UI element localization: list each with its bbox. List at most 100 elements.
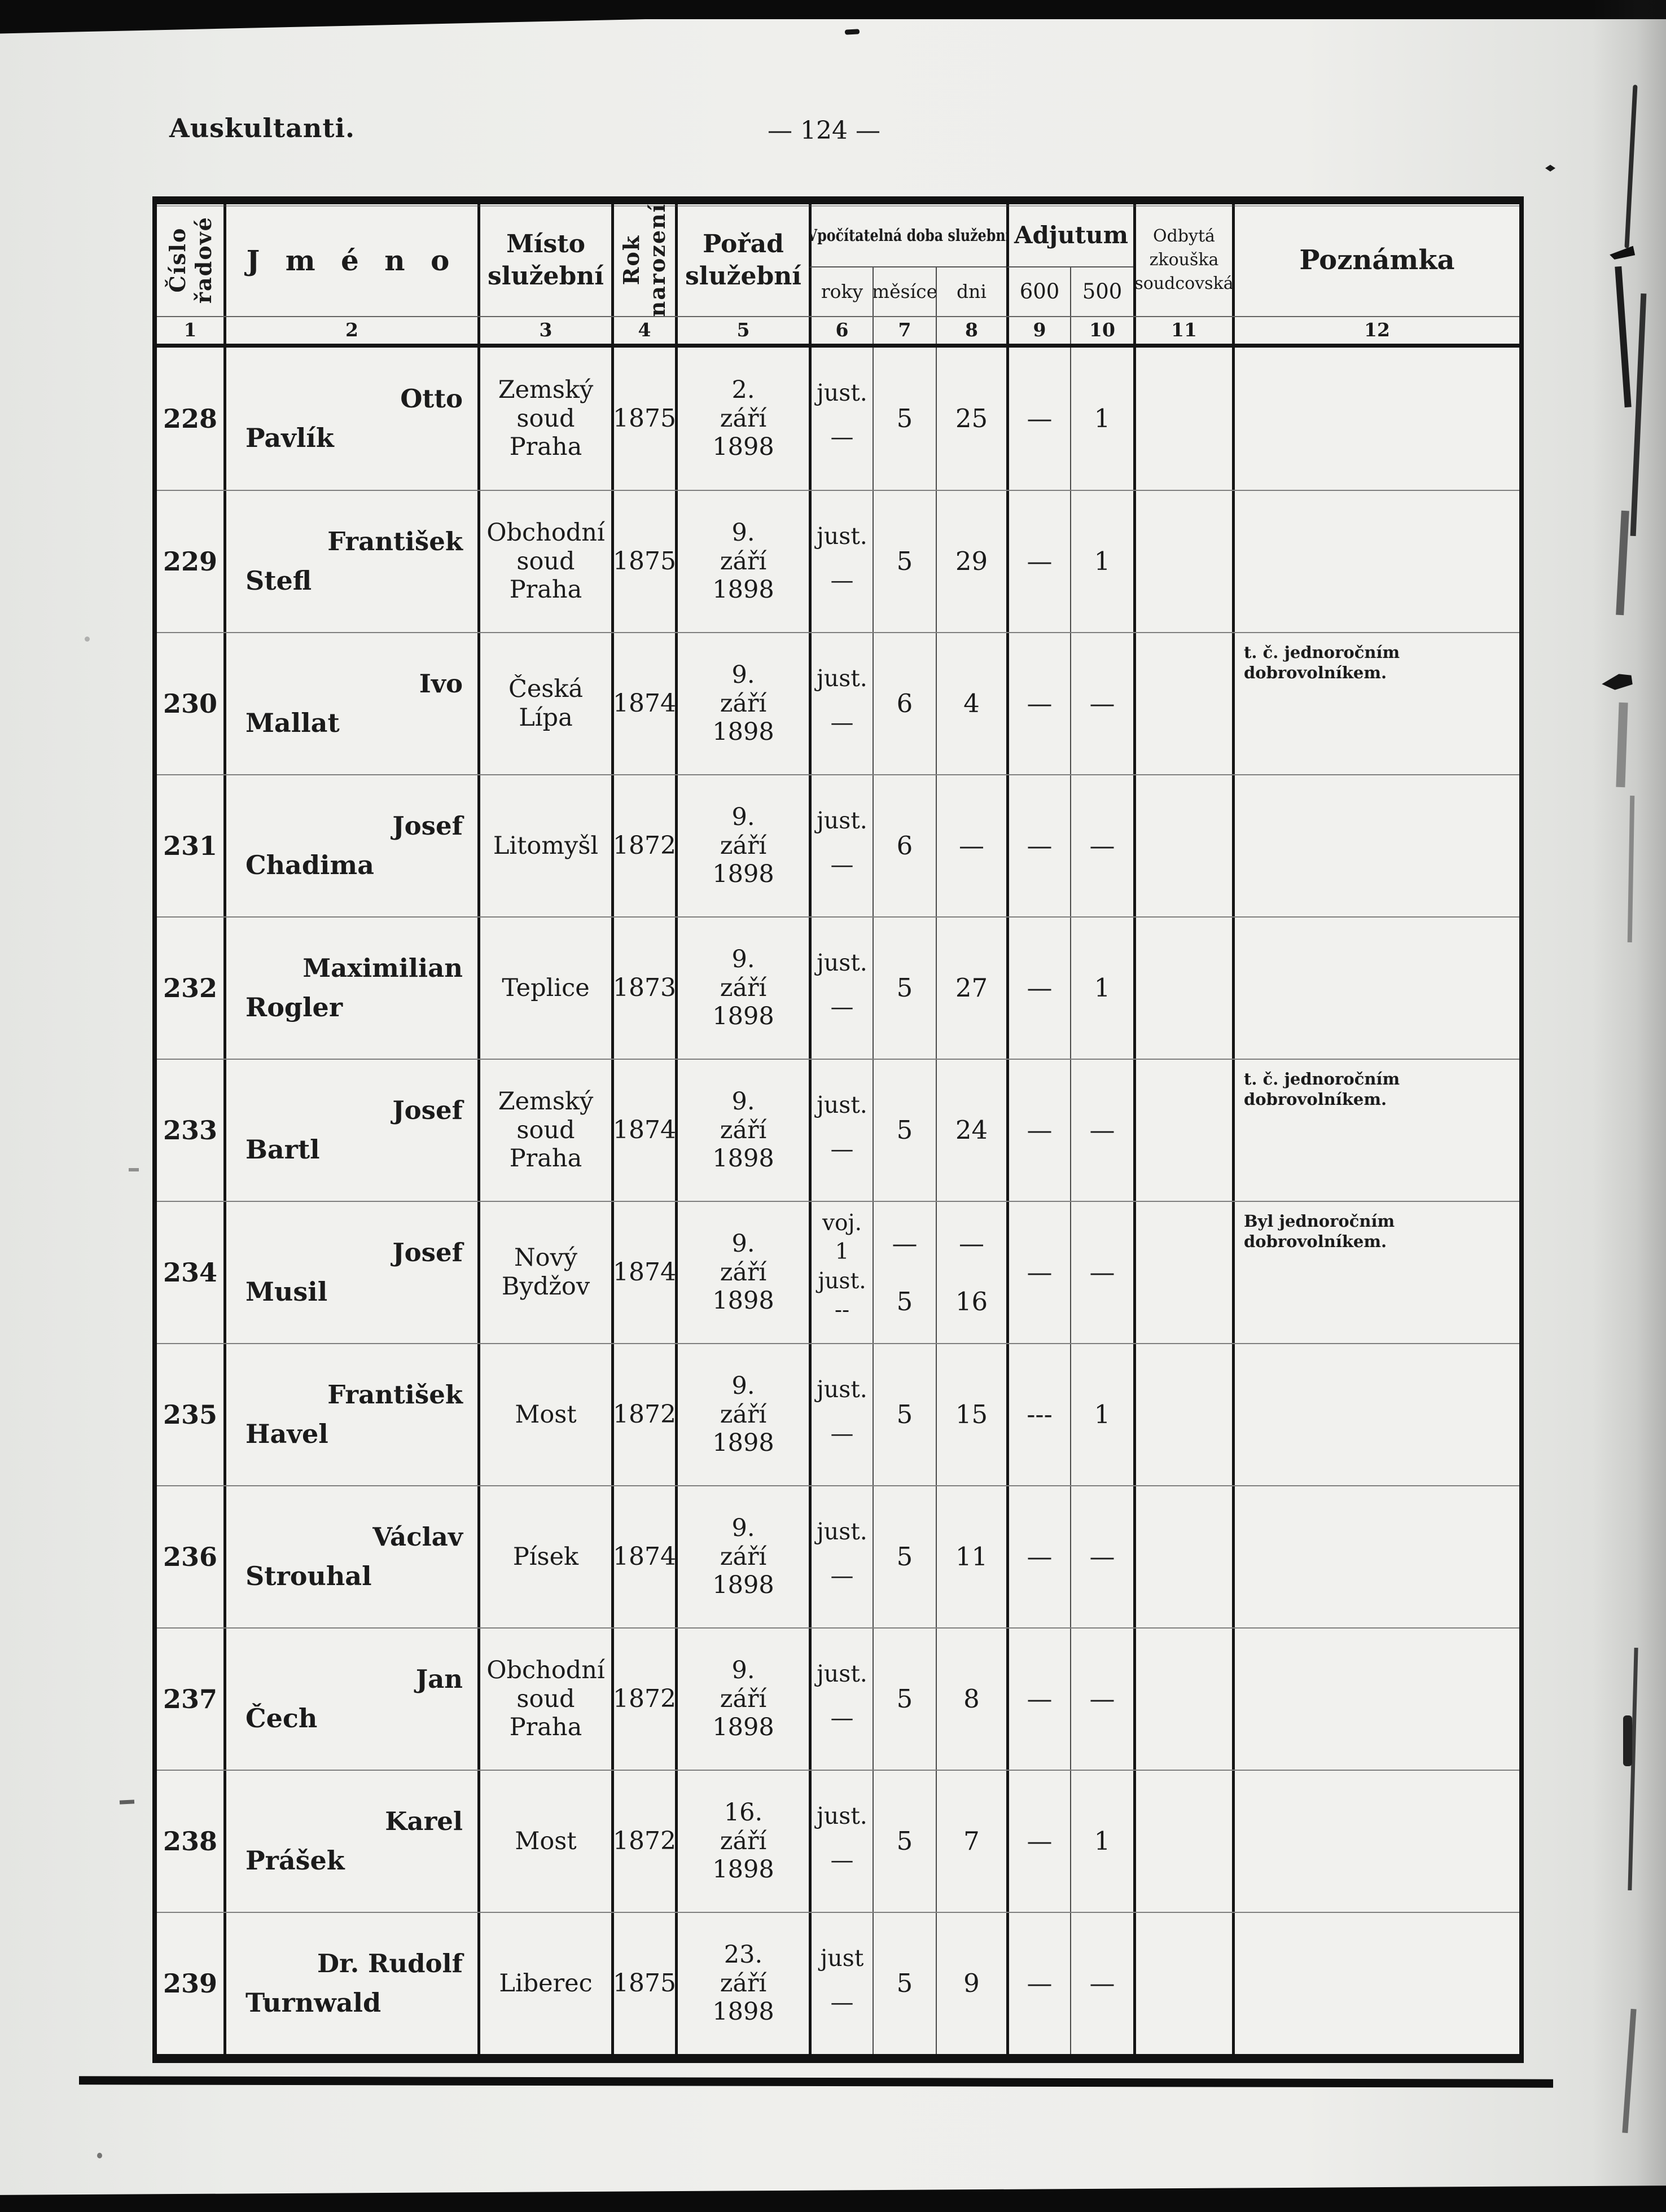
table-row: 228 Otto Pavlík Zemský soud Praha 1875 2. zář…: [157, 348, 1519, 490]
row-number: 232: [163, 972, 218, 1003]
header-sub-600: 600: [1006, 267, 1070, 316]
service-days: 4: [936, 633, 1006, 774]
birth-year: 1872: [611, 775, 675, 916]
service-months: 5: [873, 1629, 936, 1770]
header-rok-narozeni: Rok narození: [611, 204, 675, 316]
remark: [1232, 1344, 1519, 1485]
name-cell: Ivo Mallat: [223, 633, 477, 774]
column-number: 3: [477, 317, 611, 344]
table-row: 230 Ivo Mallat Česká Lípa 1874 9. září 1898 ju…: [157, 632, 1519, 774]
scan-speck: [119, 1800, 135, 1805]
judicial-exam: [1133, 1771, 1232, 1912]
row-number: 228: [163, 403, 218, 434]
surname: Rogler: [245, 992, 343, 1023]
first-name: Jan: [415, 1664, 463, 1695]
birth-year: 1875: [611, 1913, 675, 2054]
service-place: Most: [477, 1771, 611, 1912]
remark: [1232, 1486, 1519, 1627]
adjutum-500: 1: [1070, 918, 1133, 1059]
first-name: Ivo: [419, 669, 463, 699]
service-years: just. —: [809, 1060, 873, 1201]
adjutum-500: —: [1070, 775, 1133, 916]
column-number: 4: [611, 317, 675, 344]
row-number: 229: [163, 546, 218, 577]
service-months: 5: [873, 348, 936, 490]
surname: Prášek: [245, 1845, 345, 1876]
header-group-doba-sluzebni: Vpočítatelná doba služební: [809, 204, 1006, 267]
surname: Pavlík: [245, 423, 334, 454]
service-place: Písek: [477, 1486, 611, 1627]
service-days: 7: [936, 1771, 1006, 1912]
surname: Havel: [245, 1419, 328, 1450]
header-porad-sluzebni: Pořad služební: [675, 204, 809, 316]
judicial-exam: [1133, 1060, 1232, 1201]
column-number: 6: [809, 317, 873, 344]
birth-year: 1872: [611, 1344, 675, 1485]
adjutum-600: —: [1006, 775, 1070, 916]
birth-year: 1872: [611, 1629, 675, 1770]
adjutum-500: 1: [1070, 1344, 1133, 1485]
adjutum-600: —: [1006, 918, 1070, 1059]
first-name: Josef: [392, 811, 463, 841]
remark: [1232, 1913, 1519, 2054]
header-cislo-radove: Číslo řadové: [157, 204, 223, 316]
service-place: Liberec: [477, 1913, 611, 2054]
adjutum-600: —: [1006, 633, 1070, 774]
adjutum-600: —: [1006, 1771, 1070, 1912]
service-months: 6: [873, 633, 936, 774]
header-rok-narozeni-label: Rok narození: [619, 204, 670, 316]
remark: [1232, 1629, 1519, 1770]
adjutum-600: —: [1006, 1060, 1070, 1201]
surname: Stefl: [245, 565, 312, 596]
judicial-exam: [1133, 1913, 1232, 2054]
column-number: 5: [675, 317, 809, 344]
service-order-date: 9. září 1898: [675, 1202, 809, 1343]
service-place: Zemský soud Praha: [477, 1060, 611, 1201]
remark: t. č. jednoročním dobrovolníkem.: [1232, 1060, 1519, 1201]
column-number-row: 1 2 3 4 5 6 7 8 9 10 11 12: [157, 316, 1519, 348]
remark: t. č. jednoročním dobrovolníkem.: [1232, 633, 1519, 774]
service-years: just. —: [809, 1629, 873, 1770]
row-number: 233: [163, 1114, 218, 1146]
service-months: 5: [873, 1913, 936, 2054]
name-cell: František Havel: [223, 1344, 477, 1485]
service-months: 5: [873, 1771, 936, 1912]
page-number: — 124 —: [768, 116, 880, 145]
header-sub-dni: dni: [936, 267, 1006, 316]
header-odbyta-zkouska: Odbytá zkouška soudcovská: [1133, 204, 1232, 316]
service-years: just. —: [809, 348, 873, 490]
name-cell: Dr. Rudolf Turnwald: [223, 1913, 477, 2054]
surname: Turnwald: [245, 1987, 382, 2018]
adjutum-500: —: [1070, 1629, 1133, 1770]
header-poznamka: Poznámka: [1232, 204, 1519, 316]
judicial-exam: [1133, 1486, 1232, 1627]
row-number: 234: [163, 1257, 218, 1288]
column-number: 2: [223, 317, 477, 344]
service-months: 5: [873, 1344, 936, 1485]
row-number: 239: [163, 1968, 218, 1999]
service-days: 27: [936, 918, 1006, 1059]
register-table: Číslo řadové J m é n o Místo služební Ro…: [152, 196, 1524, 2063]
name-cell: František Stefl: [223, 491, 477, 632]
service-place: Most: [477, 1344, 611, 1485]
header-cislo-radove-label: Číslo řadové: [164, 216, 216, 304]
judicial-exam: [1133, 348, 1232, 490]
service-order-date: 16. září 1898: [675, 1771, 809, 1912]
service-order-date: 23. září 1898: [675, 1913, 809, 2054]
service-order-date: 9. září 1898: [675, 1486, 809, 1627]
header-sub-500: 500: [1070, 267, 1133, 316]
judicial-exam: [1133, 491, 1232, 632]
table-row: 233 Josef Bartl Zemský soud Praha 1874 9. zář…: [157, 1059, 1519, 1201]
service-order-date: 2. září 1898: [675, 348, 809, 490]
row-number: 230: [163, 688, 218, 719]
header-group-adjutum: Adjutum: [1006, 204, 1133, 267]
judicial-exam: [1133, 918, 1232, 1059]
first-name: Václav: [372, 1522, 463, 1552]
adjutum-600: —: [1006, 348, 1070, 490]
name-cell: Maximilian Rogler: [223, 918, 477, 1059]
table-row: 238 Karel Prášek Most 1872 16. září 1898 just.…: [157, 1770, 1519, 1912]
service-years: just —: [809, 1913, 873, 2054]
adjutum-500: 1: [1070, 1771, 1133, 1912]
service-days: 29: [936, 491, 1006, 632]
